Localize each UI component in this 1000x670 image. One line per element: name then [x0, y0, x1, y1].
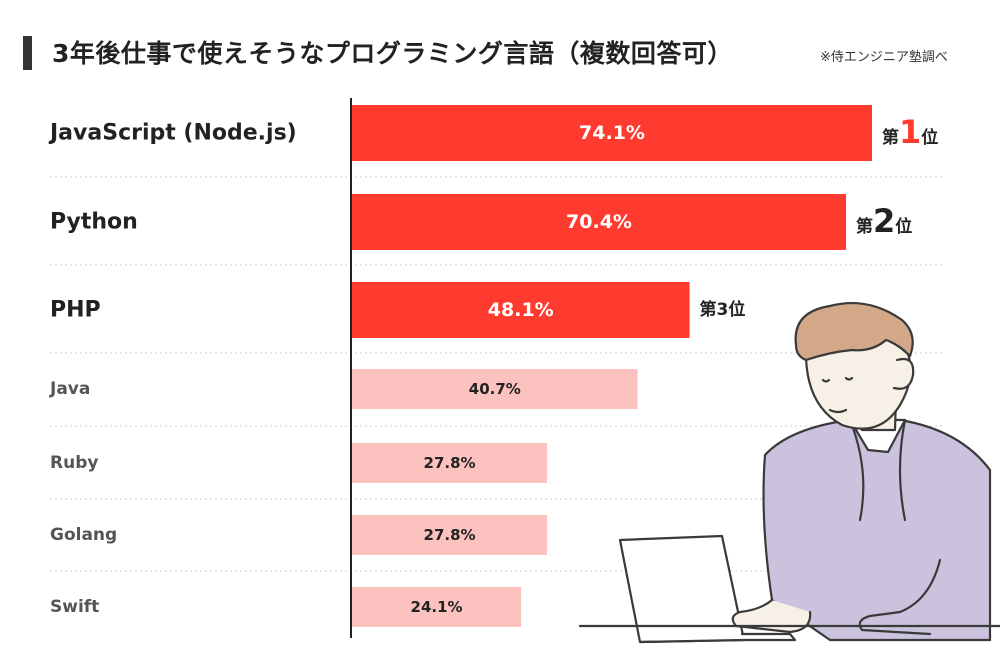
bar — [352, 515, 548, 555]
bar — [352, 105, 872, 161]
bar-value-label: 48.1% — [488, 299, 554, 321]
category-labels: JavaScript (Node.js) Python PHP Java Ruby Gol… — [48, 121, 297, 618]
bar — [352, 443, 548, 483]
category-label: PHP — [50, 298, 101, 323]
bar — [352, 369, 638, 409]
rank-label: 第2位 — [856, 202, 912, 240]
chart-title: 3年後仕事で使えそうなプログラミング言語（複数回答可） — [52, 39, 733, 68]
bar — [352, 587, 522, 627]
bar-value-label: 24.1% — [411, 598, 463, 616]
rank-label: 第3位 — [700, 299, 746, 320]
source-note: ※侍エンジニア塾調べ — [820, 50, 948, 65]
bar-value-label: 40.7% — [469, 380, 521, 398]
bar-value-label: 27.8% — [424, 526, 476, 544]
category-label: Swift — [50, 597, 99, 617]
bars: 74.1% 70.4% 48.1% 40.7% 27.8% 27.8% 24.1% — [352, 105, 872, 627]
rank-label: 第1位 — [882, 113, 938, 151]
bar — [352, 282, 690, 338]
bar-value-label: 27.8% — [424, 454, 476, 472]
person-illustration — [578, 302, 1000, 644]
bar — [352, 194, 847, 250]
category-label: Ruby — [50, 453, 98, 473]
category-label: Java — [49, 379, 90, 399]
category-label: Golang — [50, 525, 117, 545]
category-label: JavaScript (Node.js) — [48, 121, 297, 146]
title-accent-bar — [23, 36, 32, 70]
category-label: Python — [50, 210, 138, 235]
bar-value-label: 74.1% — [579, 122, 645, 144]
bar-value-label: 70.4% — [566, 211, 632, 233]
